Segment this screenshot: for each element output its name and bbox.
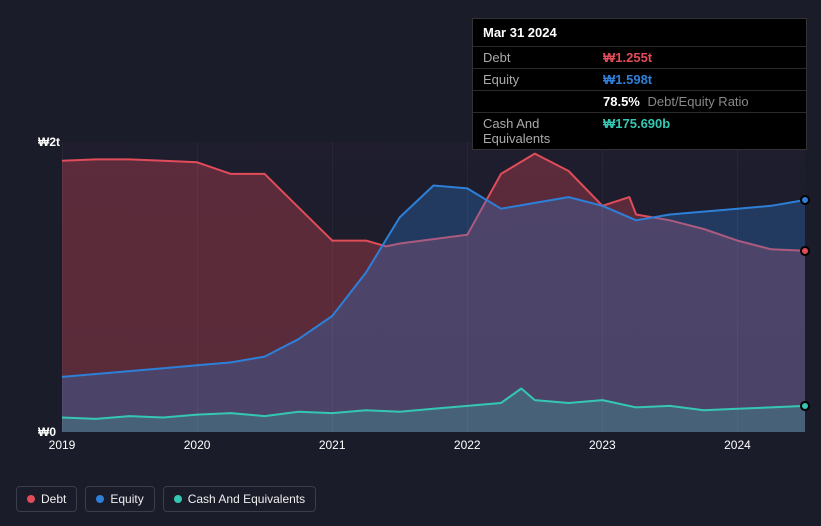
x-axis: 201920202021202220232024 bbox=[62, 436, 805, 456]
y-axis-label: ₩2t bbox=[38, 135, 60, 149]
x-axis-tick: 2023 bbox=[589, 438, 616, 452]
x-axis-tick: 2021 bbox=[319, 438, 346, 452]
plot-area[interactable] bbox=[62, 142, 805, 432]
tooltip-row-suffix: Debt/Equity Ratio bbox=[644, 94, 749, 109]
legend-dot-icon bbox=[174, 495, 182, 503]
legend-dot-icon bbox=[96, 495, 104, 503]
tooltip-row-label: Cash And Equivalents bbox=[483, 116, 603, 146]
legend-dot-icon bbox=[27, 495, 35, 503]
x-axis-tick: 2019 bbox=[49, 438, 76, 452]
tooltip-row: 78.5% Debt/Equity Ratio bbox=[473, 91, 806, 113]
tooltip-row-label bbox=[483, 94, 603, 109]
x-gridline bbox=[737, 142, 738, 432]
legend-label: Equity bbox=[110, 492, 143, 506]
x-gridline bbox=[467, 142, 468, 432]
x-gridline bbox=[197, 142, 198, 432]
tooltip-row-label: Debt bbox=[483, 50, 603, 65]
legend-label: Cash And Equivalents bbox=[188, 492, 305, 506]
tooltip-row-value: ₩175.690b bbox=[603, 116, 670, 146]
x-gridline bbox=[602, 142, 603, 432]
legend-item-debt[interactable]: Debt bbox=[16, 486, 77, 512]
x-gridline bbox=[62, 142, 63, 432]
tooltip-row: Equity₩1.598t bbox=[473, 69, 806, 91]
tooltip-row-value: ₩1.598t bbox=[603, 72, 652, 87]
legend-item-cash-and-equivalents[interactable]: Cash And Equivalents bbox=[163, 486, 316, 512]
x-axis-tick: 2020 bbox=[184, 438, 211, 452]
series-marker-cash-and-equivalents bbox=[800, 401, 810, 411]
series-marker-equity bbox=[800, 195, 810, 205]
x-axis-tick: 2022 bbox=[454, 438, 481, 452]
tooltip-row: Debt₩1.255t bbox=[473, 47, 806, 69]
tooltip-row-label: Equity bbox=[483, 72, 603, 87]
y-axis-label: ₩0 bbox=[38, 425, 56, 439]
legend: Debt Equity Cash And Equivalents bbox=[16, 486, 316, 512]
tooltip-panel: Mar 31 2024 Debt₩1.255tEquity₩1.598t78.5… bbox=[472, 18, 807, 150]
x-gridline bbox=[332, 142, 333, 432]
legend-item-equity[interactable]: Equity bbox=[85, 486, 154, 512]
chart-area: ₩2t ₩0 2019 2020 2021 2022 2023 2024 bbox=[16, 120, 805, 456]
tooltip-row-value: 78.5% Debt/Equity Ratio bbox=[603, 94, 749, 109]
tooltip-date: Mar 31 2024 bbox=[473, 19, 806, 47]
tooltip-row-value: ₩1.255t bbox=[603, 50, 652, 65]
tooltip-row: Cash And Equivalents₩175.690b bbox=[473, 113, 806, 149]
legend-label: Debt bbox=[41, 492, 66, 506]
series-marker-debt bbox=[800, 246, 810, 256]
x-axis-tick: 2024 bbox=[724, 438, 751, 452]
